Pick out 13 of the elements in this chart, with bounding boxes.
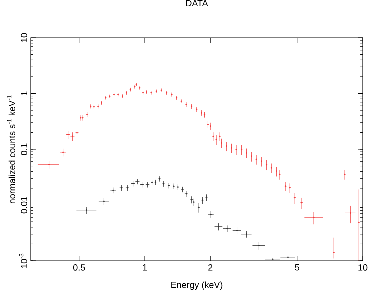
- x-axis-title: Energy (keV): [172, 282, 223, 290]
- y-tick-label: 1: [21, 92, 28, 96]
- x-tick-label: 5: [295, 264, 300, 271]
- y-tick-label: 10$^{-3}$: [19, 254, 28, 268]
- y-tick-label: 10: [21, 33, 28, 42]
- y-tick-label: 0.01: [21, 196, 28, 214]
- x-tick-label: 0.5: [73, 264, 86, 271]
- x-tick-label: 10: [358, 264, 368, 271]
- x-tick-label: 1: [143, 264, 148, 271]
- x-tick-label: 2: [208, 264, 213, 271]
- y-axis-title: normalized counts s$^{-1}$ keV$^{-1}$: [7, 96, 16, 204]
- chart-title: DATA: [186, 0, 208, 6]
- y-tick-label: 0.1: [21, 144, 28, 156]
